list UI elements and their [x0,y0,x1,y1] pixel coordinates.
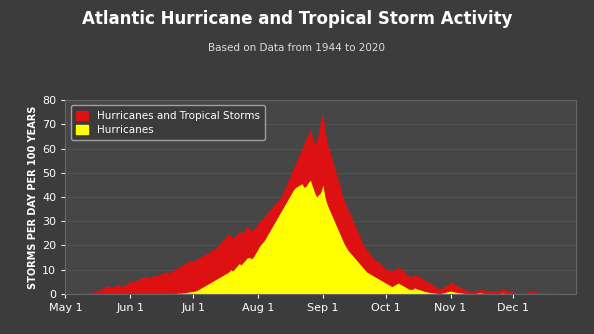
Text: Based on Data from 1944 to 2020: Based on Data from 1944 to 2020 [208,43,386,53]
Legend: Hurricanes and Tropical Storms, Hurricanes: Hurricanes and Tropical Storms, Hurrican… [71,106,265,141]
Y-axis label: STORMS PER DAY PER 100 YEARS: STORMS PER DAY PER 100 YEARS [28,105,38,289]
Text: Atlantic Hurricane and Tropical Storm Activity: Atlantic Hurricane and Tropical Storm Ac… [82,10,512,28]
